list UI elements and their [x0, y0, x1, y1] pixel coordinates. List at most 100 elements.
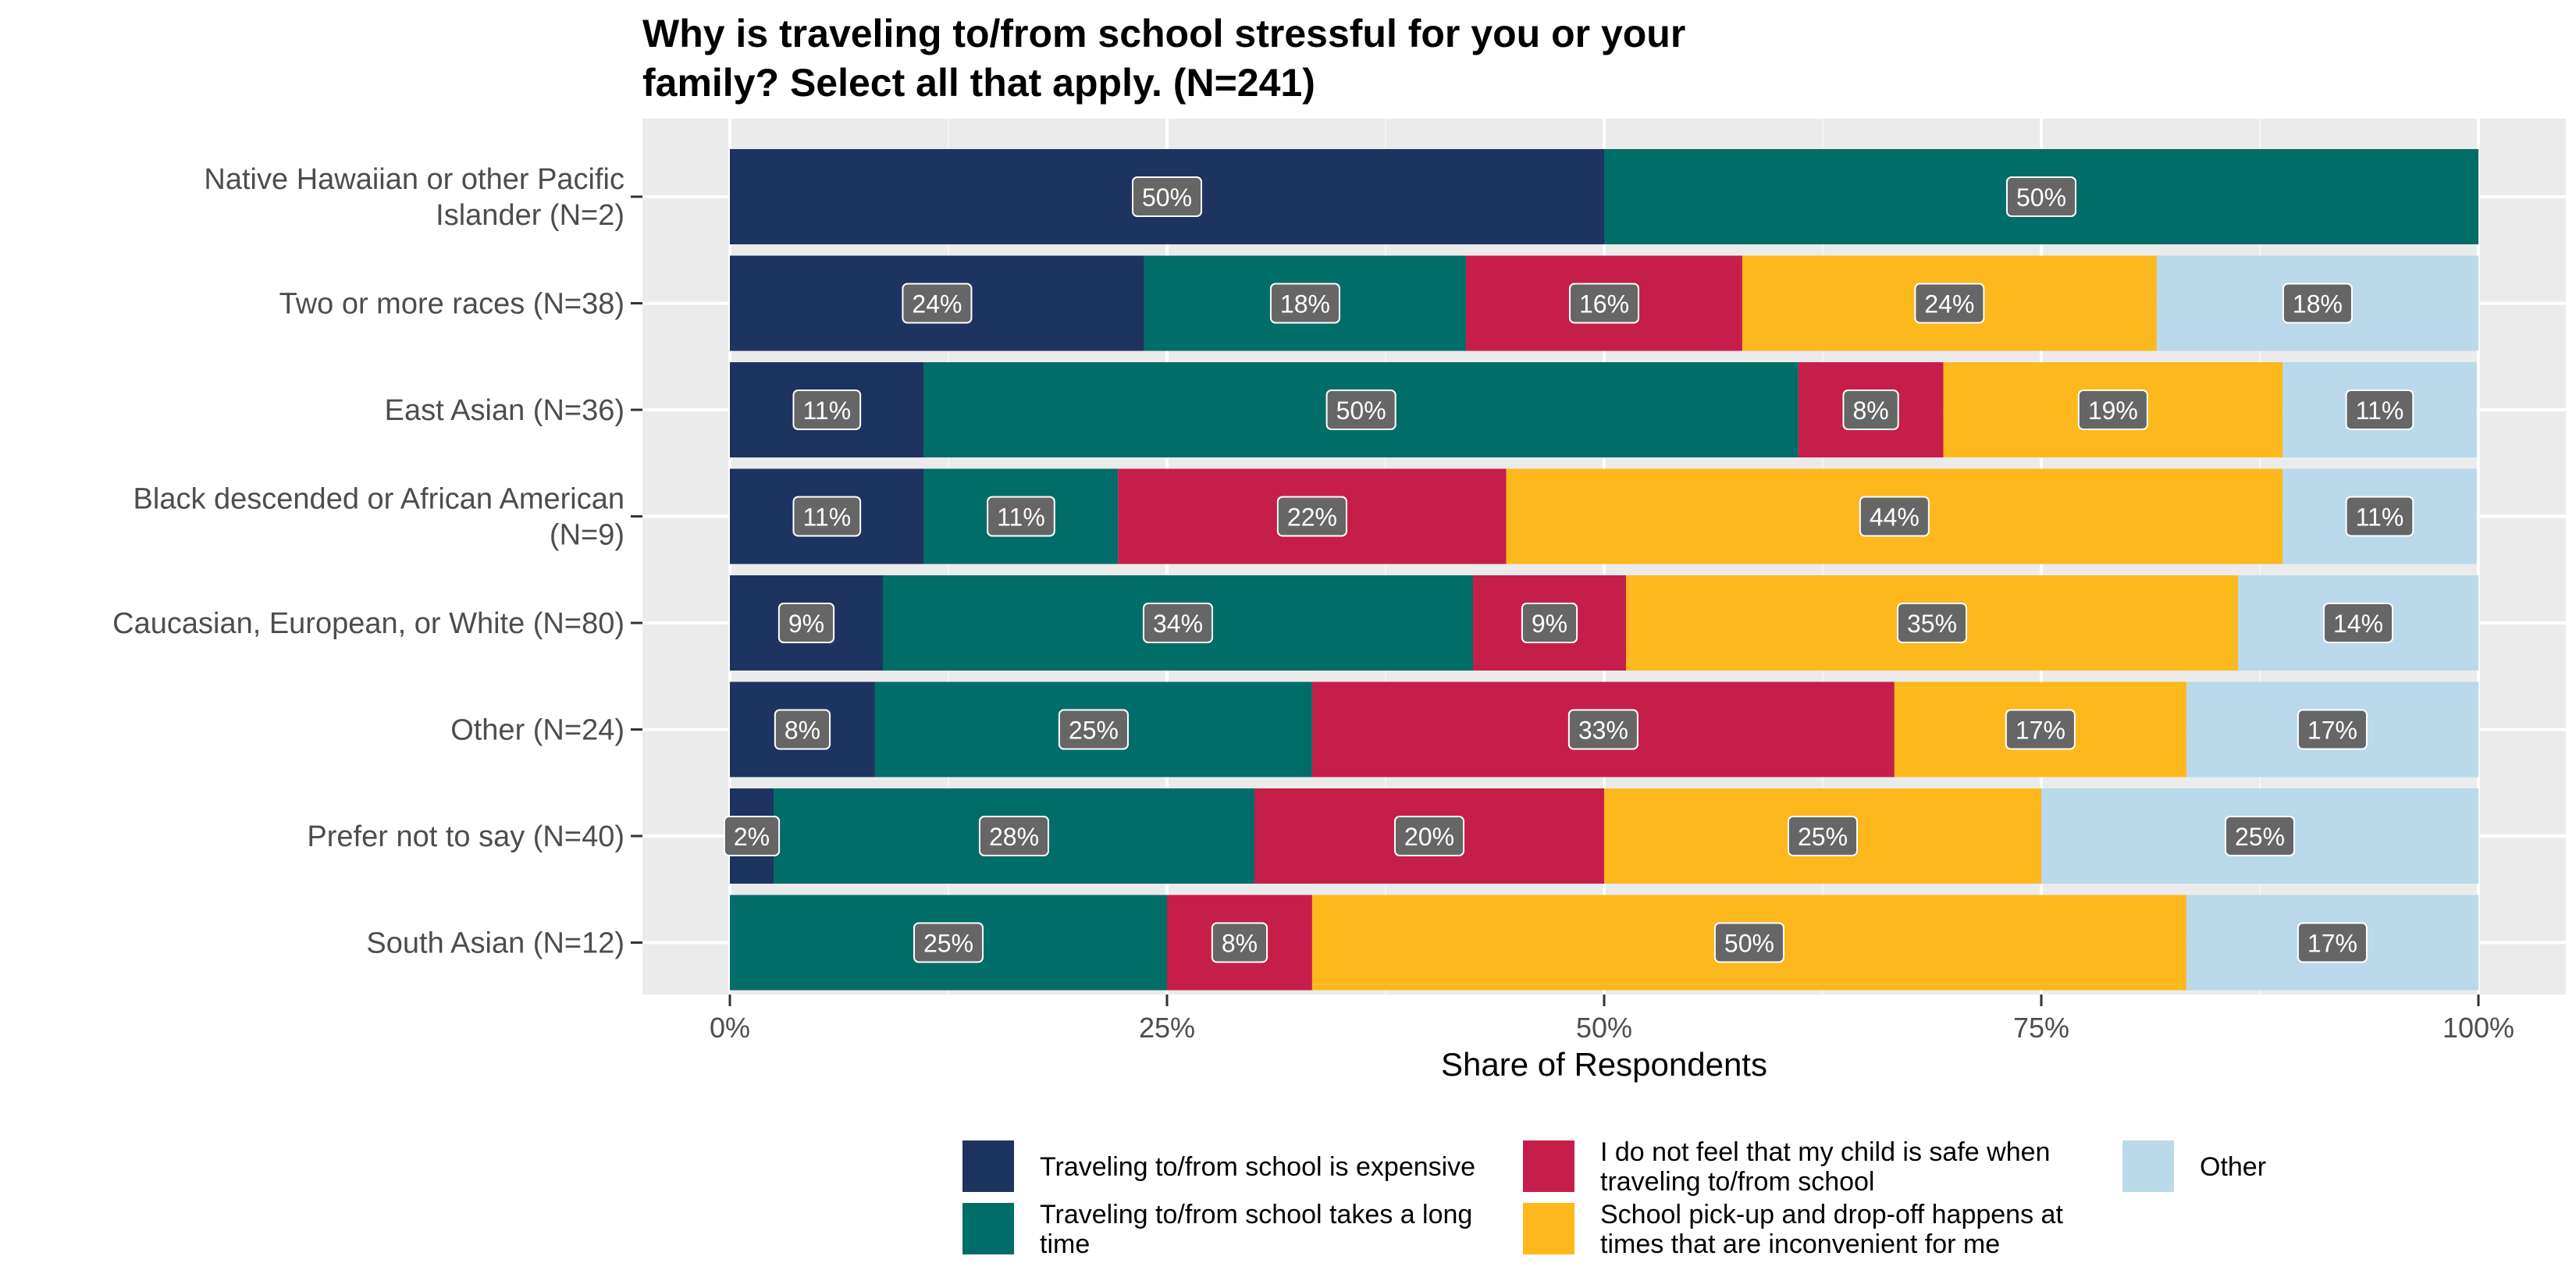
bar-value-label: 17%	[2297, 922, 2368, 963]
bar-value-labels: 50% 50% 24% 18% 16% 24% 18% 11% 50% 8% 19% 11% 11% 11…	[723, 176, 2414, 963]
value-label-text: 50%	[2016, 183, 2066, 212]
value-label-box	[2282, 283, 2353, 324]
bar-value-label: 50%	[2005, 176, 2077, 217]
value-label-text: 17%	[2307, 717, 2357, 745]
value-label-box	[1842, 390, 1899, 430]
bar-value-label: 50%	[1325, 390, 1397, 430]
bar-value-label: 11%	[2345, 496, 2414, 537]
bar-value-label: 8%	[1842, 390, 1899, 430]
bar-value-label: 8%	[1211, 922, 1268, 963]
x-tick-label: 0%	[710, 1012, 750, 1044]
value-label-box	[723, 816, 781, 856]
value-label-text: 25%	[923, 930, 973, 958]
value-axis-ticks: 0% 25% 50% 75% 100%	[710, 994, 2514, 1044]
bar-value-label: 17%	[2297, 709, 2368, 750]
bar-value-label: 33%	[1567, 709, 1638, 750]
value-label-text: 11%	[997, 503, 1045, 532]
value-label-text: 18%	[1280, 290, 1330, 318]
legend-swatch	[2121, 1139, 2176, 1194]
bar-value-label: 20%	[1393, 816, 1465, 856]
bar-value-label: 9%	[1521, 603, 1578, 643]
chart-title-line-2: family? Select all that apply. (N=241)	[642, 61, 1315, 105]
bar-value-label: 18%	[1269, 283, 1340, 324]
category-label: South Asian (N=12)	[366, 927, 624, 960]
value-label-text: 25%	[1069, 717, 1119, 745]
value-label-text: 50%	[1336, 397, 1386, 425]
value-label-text: 20%	[1404, 823, 1454, 851]
value-label-text: 8%	[785, 717, 820, 745]
legend-label: traveling to/from school	[1600, 1167, 1875, 1197]
value-label-box	[2005, 709, 2076, 750]
legend-label: times that are inconvenient for me	[1600, 1229, 2000, 1259]
value-label-box	[2224, 816, 2296, 856]
value-label-box	[777, 603, 835, 643]
x-tick-label: 75%	[2013, 1012, 2069, 1044]
value-label-box	[1568, 283, 1640, 324]
legend-label: Traveling to/from school takes a long	[1040, 1200, 1472, 1229]
value-label-text: 19%	[2088, 397, 2138, 425]
value-label-box	[1269, 283, 1340, 324]
value-label-box	[1713, 922, 1784, 963]
value-label-box	[1859, 496, 1930, 537]
category-label: Other (N=24)	[450, 714, 624, 747]
legend-label: School pick-up and drop-off happens at	[1600, 1200, 2063, 1229]
value-label-text: 8%	[1852, 397, 1888, 425]
value-label-text: 44%	[1870, 503, 1920, 532]
value-label-text: 35%	[1907, 610, 1957, 638]
bar-value-label: 14%	[2322, 603, 2394, 643]
bar-value-label: 9%	[777, 603, 835, 643]
value-label-box	[2297, 709, 2368, 750]
value-label-box	[1567, 709, 1638, 750]
legend-label: time	[1040, 1229, 1090, 1259]
x-tick-label: 100%	[2443, 1012, 2514, 1044]
value-label-text: 9%	[1532, 610, 1567, 638]
bar-value-label: 25%	[1787, 816, 1859, 856]
category-label: Caucasian, European, or White (N=80)	[112, 607, 624, 640]
value-label-text: 50%	[1724, 930, 1774, 958]
x-tick-label: 50%	[1576, 1012, 1632, 1044]
value-label-text: 2%	[734, 823, 770, 851]
legend-item: Other	[2121, 1139, 2266, 1194]
value-label-box	[2322, 603, 2394, 643]
category-label: Prefer not to say (N=40)	[307, 820, 624, 853]
legend-item: Traveling to/from school takes a longtim…	[961, 1200, 1472, 1259]
value-label-text: 14%	[2333, 610, 2383, 638]
value-label-text: 28%	[989, 823, 1039, 851]
legend-item: School pick-up and drop-off happens atti…	[1521, 1200, 2063, 1259]
value-label-box	[1211, 922, 1268, 963]
legend-label: Other	[2200, 1152, 2266, 1182]
category-label: Islander (N=2)	[436, 199, 624, 232]
bar-value-label: 19%	[2077, 390, 2148, 430]
legend-swatch	[1521, 1201, 1576, 1256]
x-axis-title: Share of Respondents	[1441, 1046, 1767, 1083]
value-label-text: 22%	[1287, 503, 1337, 532]
value-label-box	[978, 816, 1050, 856]
bar-value-label: 24%	[1914, 283, 1985, 324]
value-label-text: 11%	[2356, 397, 2404, 425]
chart-title-line-1: Why is traveling to/from school stressfu…	[642, 12, 1685, 55]
value-label-box	[2345, 496, 2414, 537]
bar-value-label: 22%	[1276, 496, 1347, 537]
bar-value-label: 2%	[723, 816, 781, 856]
value-label-box	[1325, 390, 1397, 430]
value-label-box	[774, 709, 831, 750]
value-label-text: 11%	[802, 397, 851, 425]
value-label-text: 18%	[2293, 290, 2343, 318]
legend-swatch	[961, 1139, 1016, 1194]
value-label-text: 11%	[802, 503, 851, 532]
bar-value-label: 28%	[978, 816, 1050, 856]
value-label-text: 34%	[1153, 610, 1203, 638]
category-label: Native Hawaiian or other Pacific	[204, 163, 624, 196]
legend-label: I do not feel that my child is safe when	[1600, 1137, 2050, 1167]
value-label-box	[1058, 709, 1129, 750]
legend-swatch	[1521, 1139, 1576, 1194]
value-label-box	[2345, 390, 2414, 430]
value-label-box	[2297, 922, 2368, 963]
category-label: (N=9)	[550, 519, 624, 552]
value-label-box	[987, 496, 1055, 537]
value-label-box	[1896, 603, 1968, 643]
bar-value-label: 17%	[2005, 709, 2076, 750]
value-label-box	[2077, 390, 2148, 430]
value-label-box	[1393, 816, 1465, 856]
value-label-text: 33%	[1578, 717, 1628, 745]
